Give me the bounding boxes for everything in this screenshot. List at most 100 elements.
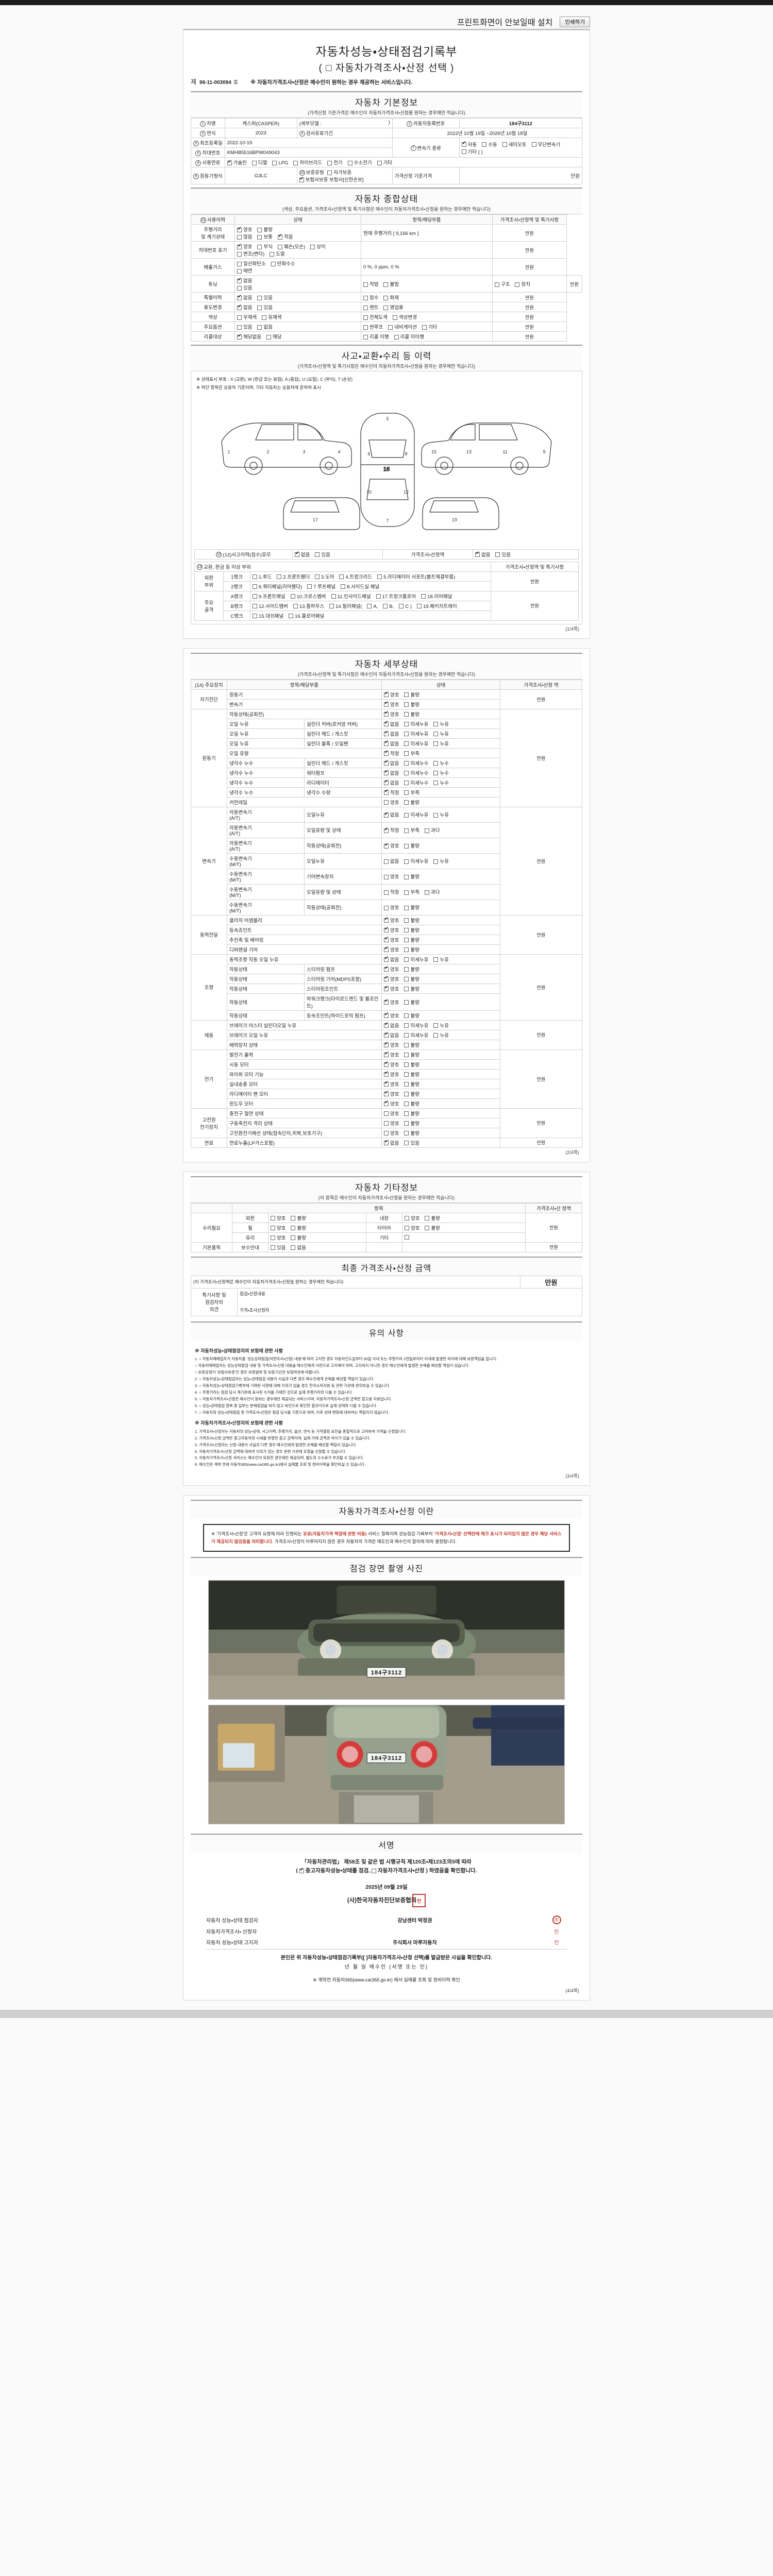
detail-option[interactable]: 없음 (384, 1139, 399, 1146)
detail-option[interactable]: 불량 (404, 998, 419, 1006)
checkbox[interactable] (404, 905, 409, 910)
checkbox[interactable] (253, 604, 257, 609)
detail-option[interactable]: 미세누유 (404, 857, 428, 865)
checkbox[interactable] (384, 1071, 389, 1077)
state-option[interactable]: 일산화탄소 (237, 260, 266, 267)
state-option[interactable]: 적음 (277, 233, 293, 240)
item-option[interactable]: 리콜 미이행 (394, 333, 424, 340)
print-button[interactable]: 인쇄하기 (560, 16, 590, 27)
detail-state[interactable]: 양호 불량 (381, 934, 500, 945)
checkbox[interactable] (433, 859, 439, 864)
part-option[interactable]: 13.휠하우스 (293, 602, 324, 609)
checkbox[interactable] (433, 957, 439, 962)
detail-option[interactable]: 미세누유 (404, 1022, 428, 1029)
detail-option[interactable]: 불량 (404, 710, 419, 718)
checkbox[interactable] (257, 295, 262, 300)
detail-option[interactable]: 없음 (384, 759, 399, 767)
checkbox[interactable] (433, 812, 439, 818)
checkbox[interactable] (384, 1139, 389, 1146)
item-option[interactable]: 구조 (495, 280, 510, 287)
checkbox[interactable] (277, 233, 282, 240)
detail-option[interactable]: 없음 (384, 956, 399, 963)
checkbox[interactable] (425, 1216, 430, 1221)
detail-state[interactable]: 양호 불량 (381, 1069, 500, 1079)
detail-state[interactable]: 없음 미세누수 누수 (381, 777, 500, 788)
detail-state[interactable]: 없음 미세누유 누유 (381, 853, 500, 869)
checkbox[interactable] (384, 1080, 389, 1087)
detail-option[interactable]: 누유 (433, 1022, 449, 1029)
checkbox[interactable] (404, 692, 409, 698)
detail-option[interactable]: 양호 (384, 926, 399, 934)
detail-option[interactable]: 누수 (433, 779, 449, 786)
other-item-opts[interactable]: 양호 불량 (402, 1222, 526, 1233)
detail-state[interactable]: 적정 부족 과다 (381, 822, 500, 838)
overall-state[interactable]: 무채색 유채색 (234, 312, 361, 322)
checkbox[interactable] (384, 842, 389, 849)
frame-price-option[interactable]: 없음 (475, 551, 490, 558)
checkbox[interactable] (257, 234, 262, 240)
detail-option[interactable]: 미세누유 (404, 956, 428, 963)
overall-state[interactable]: 있음 없음 (234, 321, 361, 332)
detail-option[interactable]: 양호 (384, 1051, 399, 1058)
checkbox[interactable] (262, 315, 267, 320)
other-item-opts[interactable]: 양호 불량 (268, 1232, 366, 1243)
detail-option[interactable]: 없음 (384, 720, 399, 727)
detail-option[interactable]: 불량 (404, 842, 419, 849)
detail-option[interactable]: 양호 (384, 1012, 399, 1019)
law-checkbox-1[interactable] (299, 1867, 304, 1874)
detail-option[interactable]: 양호 (384, 842, 399, 849)
detail-state[interactable]: 양호 불량 (381, 899, 500, 916)
checkbox[interactable] (384, 890, 389, 895)
other-option[interactable]: 없음 (291, 1244, 306, 1251)
checkbox[interactable] (384, 1022, 389, 1028)
checkbox[interactable] (237, 243, 242, 249)
checkbox[interactable] (404, 1131, 409, 1136)
item-option[interactable]: 렌트 (363, 303, 378, 311)
part-option[interactable]: 17.트렁크플로어 (376, 592, 416, 600)
detail-option[interactable]: 과다 (424, 826, 440, 834)
checkbox[interactable] (425, 1226, 430, 1231)
detail-option[interactable]: 적정 (384, 888, 399, 895)
checkbox[interactable] (384, 1131, 389, 1136)
checkbox[interactable] (237, 315, 242, 320)
fuel-option[interactable]: LPG (272, 160, 288, 166)
checkbox[interactable] (404, 1053, 409, 1058)
checkbox[interactable] (384, 779, 389, 786)
checkbox[interactable] (433, 722, 439, 727)
checkbox[interactable] (405, 1216, 409, 1221)
checkbox[interactable] (433, 761, 439, 766)
checkbox[interactable] (253, 574, 257, 580)
checkbox[interactable] (404, 761, 409, 766)
item-option[interactable]: 색상변경 (392, 313, 417, 320)
part-option[interactable]: 18.리어패널 (421, 592, 452, 600)
detail-option[interactable]: 부족 (404, 826, 419, 834)
detail-state[interactable]: 없음 미세누유 누유 (381, 954, 500, 964)
parts-items[interactable]: 1.후드 2.프론트휀더 3.도어 4.트렁크리드 5.라디에이터 서포트(볼트체결부품… (250, 571, 491, 582)
state-option[interactable]: 없음 (257, 323, 273, 330)
part-option[interactable]: 16.플로어패널 (289, 612, 324, 619)
checkbox[interactable] (404, 712, 409, 717)
checkbox[interactable] (363, 305, 368, 310)
detail-option[interactable]: 불량 (404, 965, 419, 973)
checkbox[interactable] (404, 874, 409, 879)
part-option[interactable]: 19.패키지트레이 (417, 602, 457, 609)
checkbox[interactable] (433, 732, 439, 737)
checkbox[interactable] (237, 304, 242, 310)
checkbox[interactable] (404, 781, 409, 786)
detail-option[interactable]: 없음 (384, 857, 399, 865)
transmission-option[interactable]: 기타 ( ) (461, 148, 483, 155)
state-option[interactable]: 상이 (310, 243, 326, 250)
checkbox[interactable] (421, 594, 426, 599)
part-option[interactable]: 6.쿼터패널(리어휀다) (253, 583, 302, 590)
checkbox[interactable] (384, 789, 389, 795)
checkbox[interactable] (384, 985, 389, 992)
detail-state[interactable]: 양호 불량 (381, 993, 500, 1011)
frame-options-list[interactable]: 없음 있음 (295, 551, 335, 558)
checkbox[interactable] (257, 227, 262, 232)
detail-option[interactable]: 양호 (384, 946, 399, 953)
parts-items[interactable]: 6.쿼터패널(리어휀다) 7.루프패널 8.사이드실 패널 (250, 581, 491, 591)
detail-option[interactable]: 불량 (404, 926, 419, 934)
part-option[interactable]: 11.인사이드패널 (331, 592, 371, 600)
checkbox[interactable] (384, 998, 389, 1005)
transmission-option[interactable]: 자동 (461, 141, 477, 148)
